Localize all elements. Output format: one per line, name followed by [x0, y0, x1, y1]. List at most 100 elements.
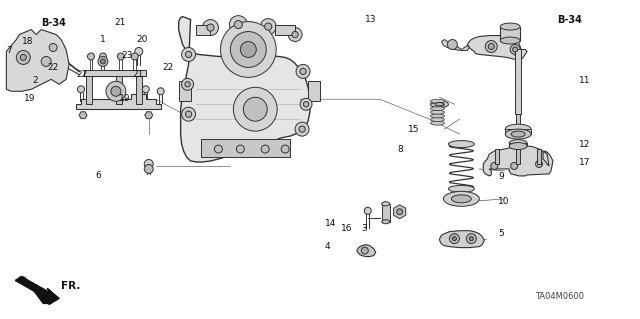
Text: 12: 12 — [579, 140, 591, 149]
Ellipse shape — [431, 107, 444, 111]
Ellipse shape — [431, 110, 444, 114]
Circle shape — [362, 247, 368, 254]
Bar — [516, 149, 520, 164]
Text: 17: 17 — [579, 158, 591, 167]
Bar — [200, 139, 290, 157]
Text: 19: 19 — [24, 94, 35, 103]
Polygon shape — [483, 146, 553, 176]
Circle shape — [186, 51, 192, 58]
Circle shape — [135, 48, 143, 56]
Circle shape — [157, 88, 164, 95]
Bar — [516, 114, 520, 124]
Ellipse shape — [505, 124, 531, 134]
Text: B-34: B-34 — [41, 18, 66, 28]
Circle shape — [397, 209, 403, 215]
Circle shape — [88, 53, 95, 60]
Circle shape — [288, 27, 302, 41]
Circle shape — [510, 45, 520, 55]
Polygon shape — [79, 112, 87, 119]
Text: 5: 5 — [499, 229, 504, 238]
Circle shape — [243, 97, 268, 121]
Circle shape — [536, 160, 543, 167]
Polygon shape — [76, 94, 161, 109]
Polygon shape — [442, 40, 469, 50]
Circle shape — [485, 41, 497, 52]
Text: 22: 22 — [163, 63, 174, 72]
Ellipse shape — [431, 99, 444, 103]
Bar — [500, 26, 520, 41]
Bar — [84, 70, 146, 76]
Circle shape — [452, 237, 456, 241]
Ellipse shape — [509, 143, 527, 150]
Text: 15: 15 — [408, 125, 419, 134]
Circle shape — [41, 56, 51, 66]
Bar — [86, 76, 92, 104]
Polygon shape — [6, 30, 69, 91]
Ellipse shape — [449, 141, 474, 148]
Circle shape — [236, 145, 244, 153]
Text: 1: 1 — [100, 35, 106, 44]
Text: 7: 7 — [6, 46, 12, 55]
Bar — [509, 143, 527, 146]
Ellipse shape — [505, 129, 531, 139]
Bar — [196, 25, 211, 34]
Polygon shape — [440, 231, 484, 248]
Text: 21: 21 — [115, 19, 126, 27]
Circle shape — [299, 126, 305, 132]
Circle shape — [131, 53, 138, 60]
Circle shape — [100, 59, 106, 64]
Circle shape — [296, 64, 310, 78]
Text: 9: 9 — [499, 173, 504, 182]
Bar — [495, 149, 499, 164]
Text: 22: 22 — [47, 63, 58, 72]
Circle shape — [364, 207, 371, 214]
Ellipse shape — [500, 37, 520, 44]
Circle shape — [300, 68, 306, 75]
Ellipse shape — [431, 103, 444, 107]
Text: 22: 22 — [77, 70, 88, 79]
Circle shape — [469, 237, 474, 241]
Text: 3: 3 — [362, 224, 367, 233]
Circle shape — [511, 162, 518, 169]
Ellipse shape — [381, 202, 390, 206]
Ellipse shape — [431, 114, 444, 118]
Polygon shape — [467, 35, 527, 59]
Circle shape — [77, 86, 84, 93]
Text: 18: 18 — [22, 38, 34, 47]
Ellipse shape — [431, 101, 449, 108]
Circle shape — [49, 43, 57, 51]
Polygon shape — [179, 17, 310, 162]
Circle shape — [17, 50, 30, 64]
Polygon shape — [357, 245, 376, 256]
Circle shape — [142, 86, 149, 93]
Circle shape — [295, 122, 309, 136]
Circle shape — [98, 56, 108, 66]
Ellipse shape — [500, 23, 520, 30]
Ellipse shape — [509, 140, 527, 146]
Circle shape — [214, 145, 223, 153]
Circle shape — [513, 47, 518, 52]
Text: 19: 19 — [119, 94, 131, 103]
Circle shape — [447, 40, 458, 49]
Text: FR.: FR. — [61, 281, 81, 292]
Circle shape — [144, 165, 153, 174]
Text: 20: 20 — [136, 35, 148, 44]
Text: B-34: B-34 — [557, 15, 582, 25]
Circle shape — [99, 53, 106, 60]
Bar — [275, 25, 295, 34]
Circle shape — [202, 19, 218, 35]
Circle shape — [229, 16, 247, 33]
Bar — [537, 149, 541, 164]
Circle shape — [230, 32, 266, 67]
Circle shape — [241, 41, 256, 57]
Text: 13: 13 — [365, 15, 377, 24]
Circle shape — [234, 20, 243, 29]
Ellipse shape — [381, 220, 390, 224]
Ellipse shape — [451, 195, 471, 203]
Circle shape — [265, 23, 272, 30]
Polygon shape — [394, 205, 406, 219]
Bar — [308, 81, 320, 101]
Circle shape — [106, 81, 126, 101]
Circle shape — [261, 145, 269, 153]
Circle shape — [281, 145, 289, 153]
